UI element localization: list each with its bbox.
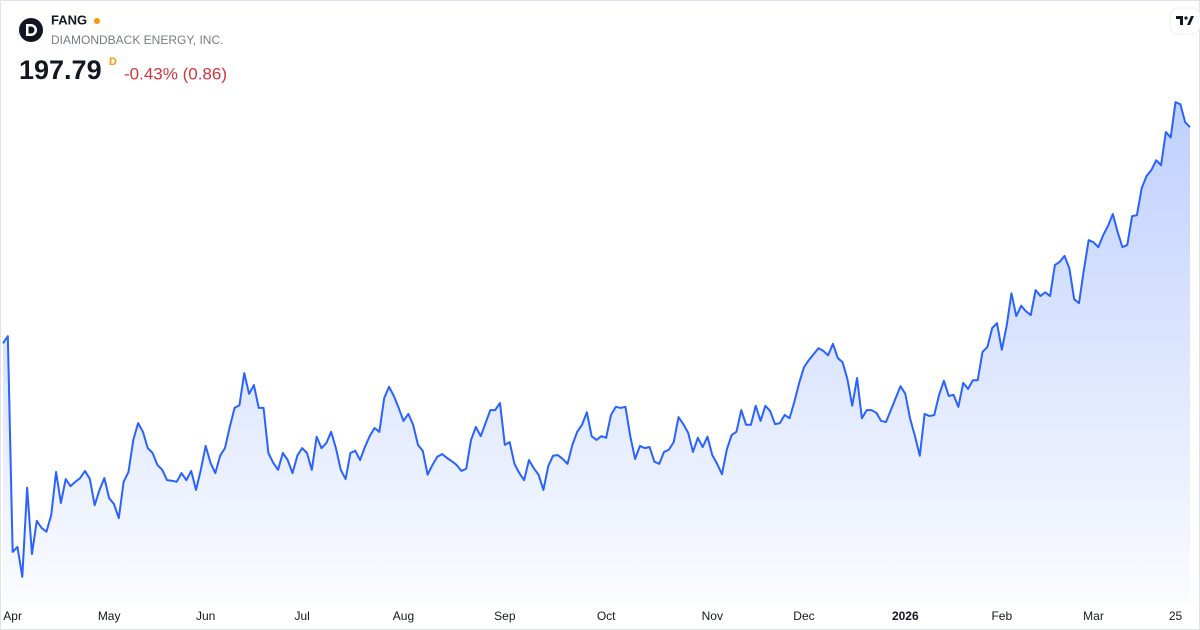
- logo: [19, 18, 43, 42]
- x-tick-label: Feb: [991, 609, 1012, 623]
- area: [3, 102, 1190, 605]
- plot-area: [2, 101, 1191, 605]
- brand-logo: [1169, 7, 1200, 35]
- x-tick-label: Jul: [294, 609, 309, 623]
- x-tick-label: Jun: [196, 609, 215, 623]
- x-tick-label: May: [98, 609, 121, 623]
- x-tick-label: Nov: [702, 609, 723, 623]
- x-tick-label: Dec: [793, 609, 814, 623]
- x-tick-label: Apr: [3, 609, 22, 623]
- price-flag: D: [109, 56, 117, 68]
- status-dot: [94, 18, 100, 24]
- price-line: [2, 101, 1191, 578]
- company: DIAMONDBACK ENERGY, INC.: [51, 33, 223, 47]
- x-tick-label: 25: [1169, 609, 1183, 623]
- price: 197.79: [19, 55, 102, 85]
- x-tick-label: Sep: [494, 609, 516, 623]
- x-tick-label: 2026: [892, 609, 919, 623]
- x-tick-label: Oct: [597, 609, 616, 623]
- symbol: FANG: [51, 12, 87, 27]
- change: -0.43% (0.86): [124, 64, 227, 83]
- x-tick-label: Aug: [393, 609, 414, 623]
- x-tick-label: Mar: [1083, 609, 1104, 623]
